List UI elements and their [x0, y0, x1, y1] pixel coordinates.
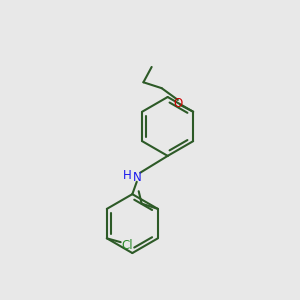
Text: O: O	[173, 97, 182, 110]
Text: Cl: Cl	[122, 238, 133, 252]
Text: H: H	[123, 169, 132, 182]
Text: N: N	[132, 172, 141, 184]
